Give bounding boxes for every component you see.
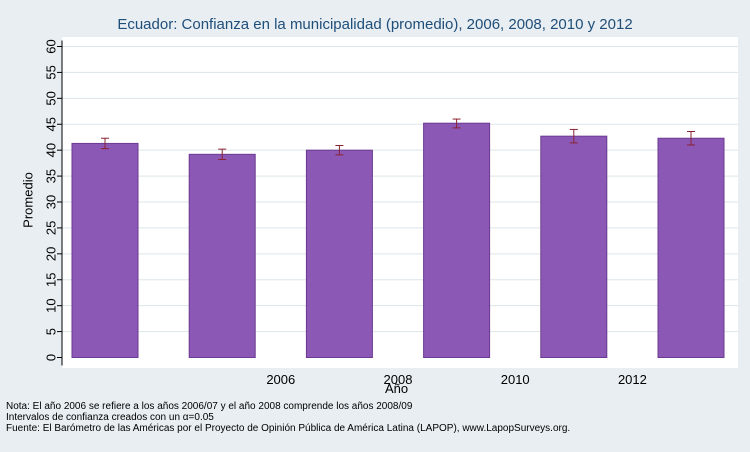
y-tick-label: 40 (43, 143, 58, 157)
y-tick-label: 20 (43, 247, 58, 261)
bar (657, 137, 725, 358)
x-tick-label: 2012 (618, 372, 647, 387)
y-tick-label: 55 (43, 65, 58, 79)
error-bars (101, 118, 695, 160)
y-tick-label: 5 (43, 328, 58, 335)
source-line: Fuente: El Barómetro de las Américas por… (6, 423, 571, 434)
note-line: Nota: El año 2006 se refiere a los años … (6, 401, 413, 412)
note-line: Intervalos de confianza creados con un α… (6, 412, 214, 423)
y-tick-label: 50 (43, 91, 58, 105)
x-axis: 2006 2008 2010 2012 (266, 372, 647, 387)
y-axis: 0 5 10 15 20 25 30 35 40 45 50 55 60 (43, 39, 63, 366)
bar (188, 153, 256, 358)
bar (305, 149, 373, 358)
y-tick-label: 60 (43, 39, 58, 53)
x-axis-label: Año (385, 381, 409, 396)
y-tick-label: 10 (43, 298, 58, 312)
y-tick-label: 0 (43, 354, 58, 361)
y-tick-label: 30 (43, 195, 58, 209)
bars (71, 122, 725, 358)
y-axis-label: Promedio (20, 172, 36, 228)
footnotes: Nota: El año 2006 se refiere a los años … (6, 401, 570, 434)
x-tick-label: 2006 (266, 372, 295, 387)
bar (423, 122, 491, 358)
gridlines (62, 46, 738, 333)
chart-title: Ecuador: Confianza en la municipalidad (… (117, 16, 633, 33)
bar (71, 142, 139, 358)
y-tick-label: 35 (43, 169, 58, 183)
y-tick-label: 25 (43, 221, 58, 235)
x-tick-label: 2010 (501, 372, 530, 387)
y-tick-label: 45 (43, 117, 58, 131)
x-tick-label: 2008 (384, 372, 413, 387)
bar-chart: 0 5 10 15 20 25 30 35 40 45 50 55 60 2006 2008 2010 201… (43, 37, 738, 387)
bar (540, 135, 608, 358)
y-tick-label: 15 (43, 273, 58, 287)
